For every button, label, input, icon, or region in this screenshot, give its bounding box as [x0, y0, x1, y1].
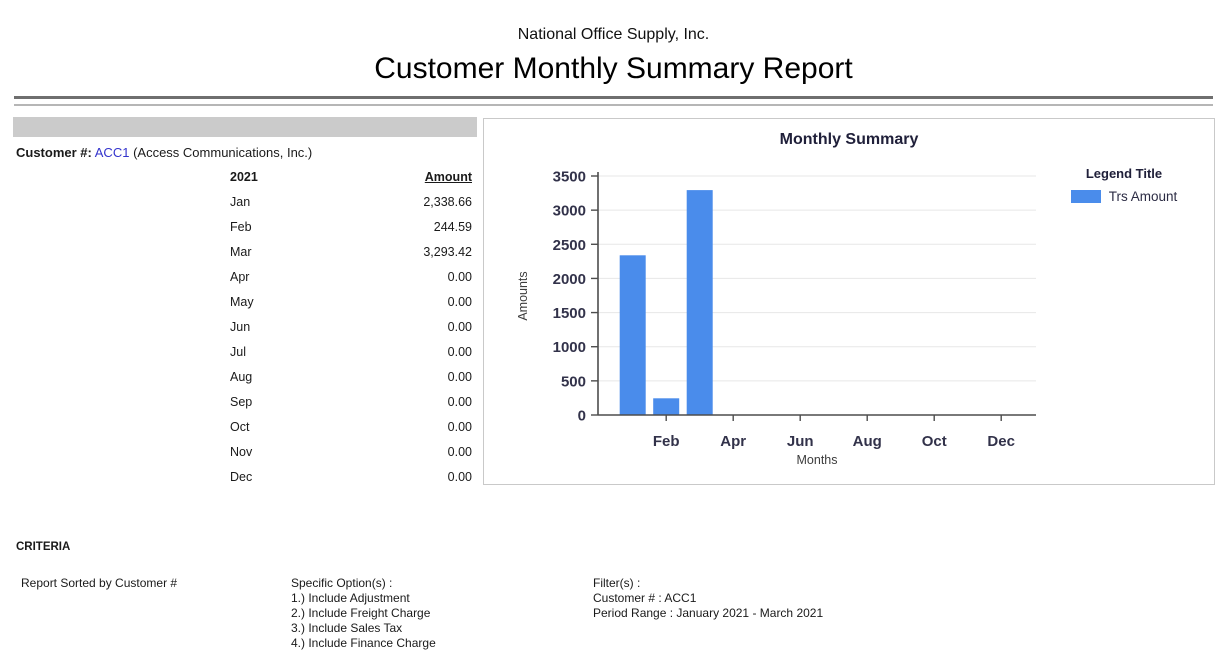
year-header: 2021 [230, 169, 258, 184]
y-tick-label: 3000 [553, 203, 586, 220]
table-row: Sep 0.00 [230, 389, 472, 414]
x-tick-label: Aug [853, 433, 882, 450]
y-tick-label: 3500 [553, 169, 586, 186]
amount-value: 0.00 [447, 319, 472, 334]
month-label: May [230, 294, 254, 309]
month-label: Mar [230, 244, 252, 259]
month-label: Jan [230, 194, 251, 209]
table-row: Jun 0.00 [230, 314, 472, 339]
bar-chart: 0 500 1000 1500 2000 2500 3000 3500 Feb Apr Jun Aug… [553, 169, 1036, 450]
table-row: Aug 0.00 [230, 364, 472, 389]
filter-item: Period Range : January 2021 - March 2021 [593, 606, 824, 620]
month-label: Aug [230, 369, 253, 384]
y-tick-label: 2500 [553, 237, 586, 254]
x-tick-label: Jun [787, 433, 814, 450]
amount-header: Amount [424, 169, 472, 184]
criteria-heading: CRITERIA [16, 541, 71, 553]
table-row: Jul 0.00 [230, 339, 472, 364]
table-row: Dec 0.00 [230, 464, 472, 489]
chart-legend: Legend Title Trs Amount [1034, 166, 1214, 204]
header-divider [14, 96, 1213, 106]
month-label: Jun [230, 319, 251, 334]
month-label: Feb [230, 219, 252, 234]
amount-value: 3,293.42 [423, 244, 472, 259]
x-axis-title: Months [796, 453, 838, 467]
amount-value: 0.00 [447, 344, 472, 359]
amount-value: 0.00 [447, 394, 472, 409]
month-label: Jul [230, 344, 246, 359]
x-tick-label: Dec [987, 433, 1015, 450]
y-tick-label: 1500 [553, 305, 586, 322]
table-row: Apr 0.00 [230, 264, 472, 289]
x-tick-label: Apr [720, 433, 746, 450]
chart-panel: Monthly Summary 0 500 1000 1500 2000 2500 3000… [483, 118, 1215, 485]
filter-item: Customer # : ACC1 [593, 591, 697, 605]
month-label: Nov [230, 444, 253, 459]
amount-value: 2,338.66 [423, 194, 472, 209]
options-title: Specific Option(s) : [291, 576, 393, 590]
option-item: 2.) Include Freight Charge [291, 606, 431, 620]
table-rows: Jan 2,338.66 Feb 244.59 Mar 3,293.42 Apr 0.00 Ma… [230, 189, 472, 489]
amount-value: 0.00 [447, 419, 472, 434]
amount-value: 0.00 [447, 294, 472, 309]
amount-value: 0.00 [447, 444, 472, 459]
month-label: Oct [230, 419, 250, 434]
month-label: Apr [230, 269, 250, 284]
bar [619, 255, 646, 415]
y-tick-label: 0 [578, 408, 586, 425]
criteria-options: Specific Option(s) : 1.) Include Adjustm… [291, 576, 436, 651]
customer-code-link[interactable]: ACC1 [94, 145, 130, 160]
legend-series-label: Trs Amount [1108, 189, 1178, 204]
page-title: Customer Monthly Summary Report [374, 52, 853, 85]
company-name: National Office Supply, Inc. [517, 26, 710, 43]
month-label: Dec [230, 469, 253, 484]
amount-value: 244.59 [433, 219, 472, 234]
section-header-bar [13, 117, 477, 137]
y-tick-label: 2000 [553, 271, 586, 288]
customer-label: Customer #: [16, 145, 92, 160]
amount-value: 0.00 [447, 369, 472, 384]
criteria-filters: Filter(s) : Customer # : ACC1 Period Ran… [593, 576, 823, 621]
customer-name: (Access Communications, Inc.) [133, 145, 313, 160]
option-item: 1.) Include Adjustment [291, 591, 410, 605]
option-item: 3.) Include Sales Tax [291, 621, 403, 635]
x-tick-label: Feb [653, 433, 680, 450]
table-row: May 0.00 [230, 289, 472, 314]
table-row: Mar 3,293.42 [230, 239, 472, 264]
month-label: Sep [230, 394, 253, 409]
table-header-row: 2021 Amount [230, 164, 472, 189]
x-tick-label: Oct [922, 433, 947, 450]
customer-line: Customer #: ACC1 (Access Communications,… [16, 145, 312, 160]
bar [653, 398, 680, 415]
criteria-sort: Report Sorted by Customer # [21, 576, 178, 590]
y-axis-title: Amounts [516, 271, 530, 321]
y-tick-label: 500 [561, 373, 586, 390]
amount-value: 0.00 [447, 469, 472, 484]
amount-value: 0.00 [447, 269, 472, 284]
table-row: Feb 244.59 [230, 214, 472, 239]
y-tick-label: 1000 [553, 339, 586, 356]
legend-title: Legend Title [1085, 166, 1163, 181]
legend-entry: Trs Amount [1034, 189, 1214, 204]
legend-swatch [1070, 190, 1101, 203]
table-row: Jan 2,338.66 [230, 189, 472, 214]
table-row: Nov 0.00 [230, 439, 472, 464]
bar [686, 190, 713, 415]
chart-title: Monthly Summary [779, 131, 919, 148]
monthly-amount-table: 2021 Amount Jan 2,338.66 Feb 244.59 Mar 3,293… [230, 164, 472, 489]
option-item: 4.) Include Finance Charge [291, 636, 436, 650]
filters-title: Filter(s) : [593, 576, 641, 590]
table-row: Oct 0.00 [230, 414, 472, 439]
